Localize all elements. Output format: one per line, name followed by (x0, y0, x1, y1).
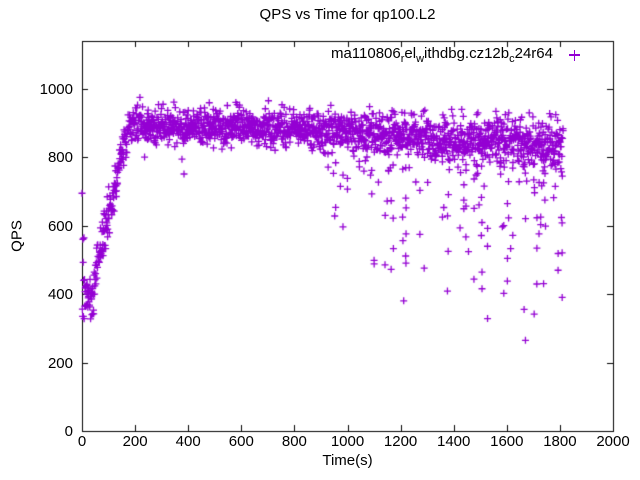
x-tick-label: 0 (77, 433, 87, 450)
x-tick-label: 1400 (437, 433, 471, 450)
x-tick-label: 200 (122, 433, 148, 450)
legend-label: ma110806relwithdbg.cz12bc24r64 (330, 45, 553, 65)
x-tick-label: 800 (281, 433, 307, 450)
y-tick-label: 800 (47, 149, 73, 167)
legend: ma110806relwithdbg.cz12bc24r64 (330, 45, 580, 65)
chart-title: QPS vs Time for qp100.L2 (259, 6, 436, 23)
x-tick-label: 1600 (490, 433, 524, 450)
y-tick-label: 1000 (39, 80, 73, 98)
x-tick-label: 600 (228, 433, 254, 450)
y-tick-label: 400 (47, 286, 73, 304)
plus-marker-icon (569, 49, 580, 61)
x-tick-label: 2000 (596, 433, 630, 450)
x-tick-label: 1800 (543, 433, 577, 450)
x-tick-label: 400 (175, 433, 201, 450)
y-tick-label: 600 (47, 217, 73, 235)
y-tick-label: 200 (47, 354, 73, 372)
x-tick-label: 1000 (330, 433, 365, 450)
x-axis-label: Time(s) (322, 452, 373, 469)
x-tick-label: 1200 (383, 433, 418, 450)
y-tick-label: 0 (64, 423, 73, 440)
